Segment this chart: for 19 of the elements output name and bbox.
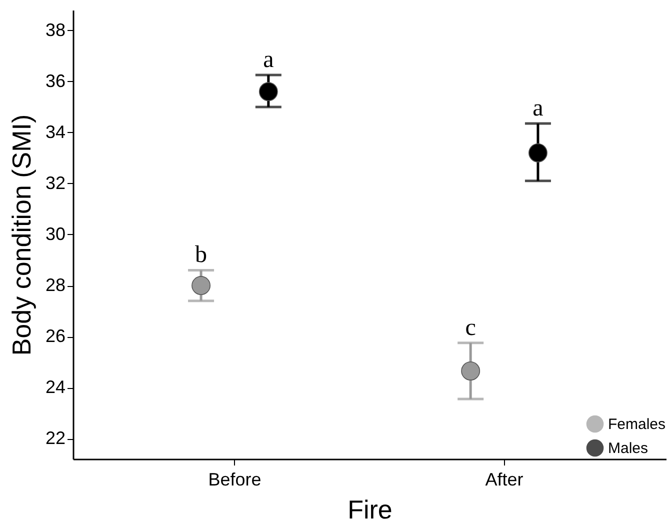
y-tick-label: 38 [45,20,66,40]
y-axis-title: Body condition (SMI) [6,114,36,356]
y-tick-label: 22 [45,428,66,448]
y-tick-label: 34 [45,122,66,142]
legend-label: Females [608,416,666,433]
x-axis-title: Fire [348,494,392,524]
y-tick-label: 26 [45,326,66,346]
y-tick-label: 24 [45,377,66,398]
annotation: a [532,96,544,122]
y-tick-label: 36 [45,70,66,91]
x-tick-label: Before [208,470,262,490]
legend-label: Males [608,440,648,457]
annotation: a [263,47,274,74]
y-tick-label: 32 [45,172,66,193]
annotation: c [465,314,476,341]
annotation: b [195,242,208,268]
x-tick-label: After [485,470,524,490]
y-tick-label: 30 [45,224,66,244]
y-tick-label: 28 [45,275,66,296]
